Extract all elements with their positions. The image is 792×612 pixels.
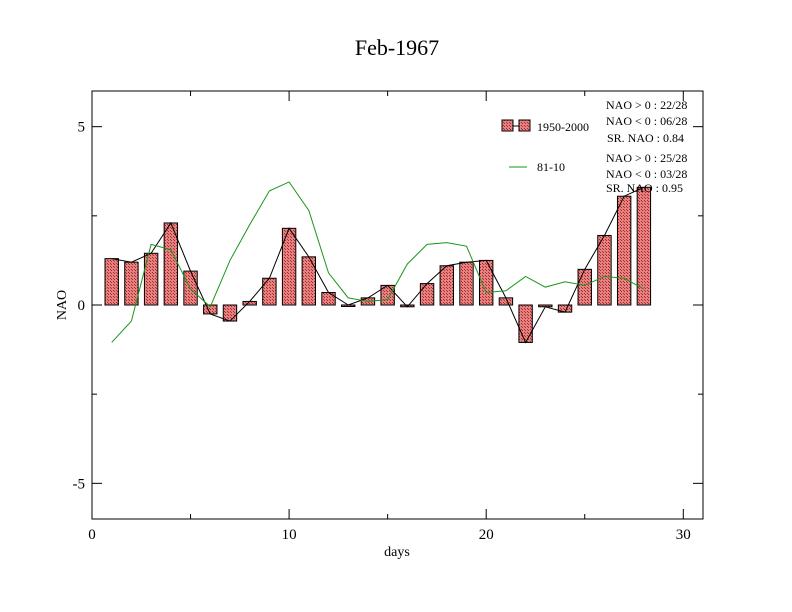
legend: 1950-2000 81-10 xyxy=(501,119,589,174)
bar xyxy=(577,268,592,306)
bar xyxy=(439,265,454,306)
green-line-polyline xyxy=(111,181,645,343)
y-axis-ticks: -5 0 5 xyxy=(73,120,703,492)
x-tick-label: 20 xyxy=(479,527,494,543)
y-tick-label: -5 xyxy=(73,476,86,492)
legend-label-1950-2000: 1950-2000 xyxy=(537,120,589,134)
x-tick-label: 10 xyxy=(282,527,297,543)
chart-title: Feb-1967 xyxy=(355,35,439,60)
bar xyxy=(321,292,336,306)
legend-label-81-10: 81-10 xyxy=(537,160,565,174)
bar xyxy=(518,304,533,343)
stat-negative: NAO < 0 : 03/28 xyxy=(606,167,687,181)
x-axis-ticks: 0 10 20 30 xyxy=(88,91,691,543)
x-tick-label: 0 xyxy=(88,527,96,543)
stat-negative: NAO < 0 : 06/28 xyxy=(606,114,687,128)
y-axis-label: NAO xyxy=(55,290,70,320)
legend-bar-swatch xyxy=(501,119,514,132)
bar xyxy=(222,304,238,322)
stat-sr: SR. NAO : 0.84 xyxy=(607,131,684,145)
stats-annotation-81-10: NAO > 0 : 25/28 NAO < 0 : 03/28 SR. NAO … xyxy=(606,151,687,195)
bar-connector-line xyxy=(111,186,645,344)
bar-connector-polyline xyxy=(111,186,645,344)
bar xyxy=(459,261,474,306)
bar xyxy=(419,283,435,306)
bar xyxy=(636,186,652,306)
stat-positive: NAO > 0 : 25/28 xyxy=(606,151,687,165)
bar xyxy=(262,277,277,306)
bar xyxy=(124,261,139,306)
stat-sr: SR. NAO : 0.95 xyxy=(606,181,683,195)
x-tick-label: 30 xyxy=(676,527,691,543)
bar-series-1950-2000 xyxy=(104,186,652,343)
x-axis-label: days xyxy=(384,545,410,560)
stats-annotation-1950-2000: NAO > 0 : 22/28 NAO < 0 : 06/28 SR. NAO … xyxy=(606,98,687,145)
bar xyxy=(301,256,317,306)
bar xyxy=(597,234,612,306)
stat-positive: NAO > 0 : 22/28 xyxy=(606,98,687,112)
bar xyxy=(616,195,632,306)
bar xyxy=(104,258,119,306)
y-tick-label: 0 xyxy=(78,298,86,314)
y-tick-label: 5 xyxy=(78,120,86,136)
line-series-81-10 xyxy=(111,181,645,343)
legend-bar-swatch xyxy=(518,119,531,132)
